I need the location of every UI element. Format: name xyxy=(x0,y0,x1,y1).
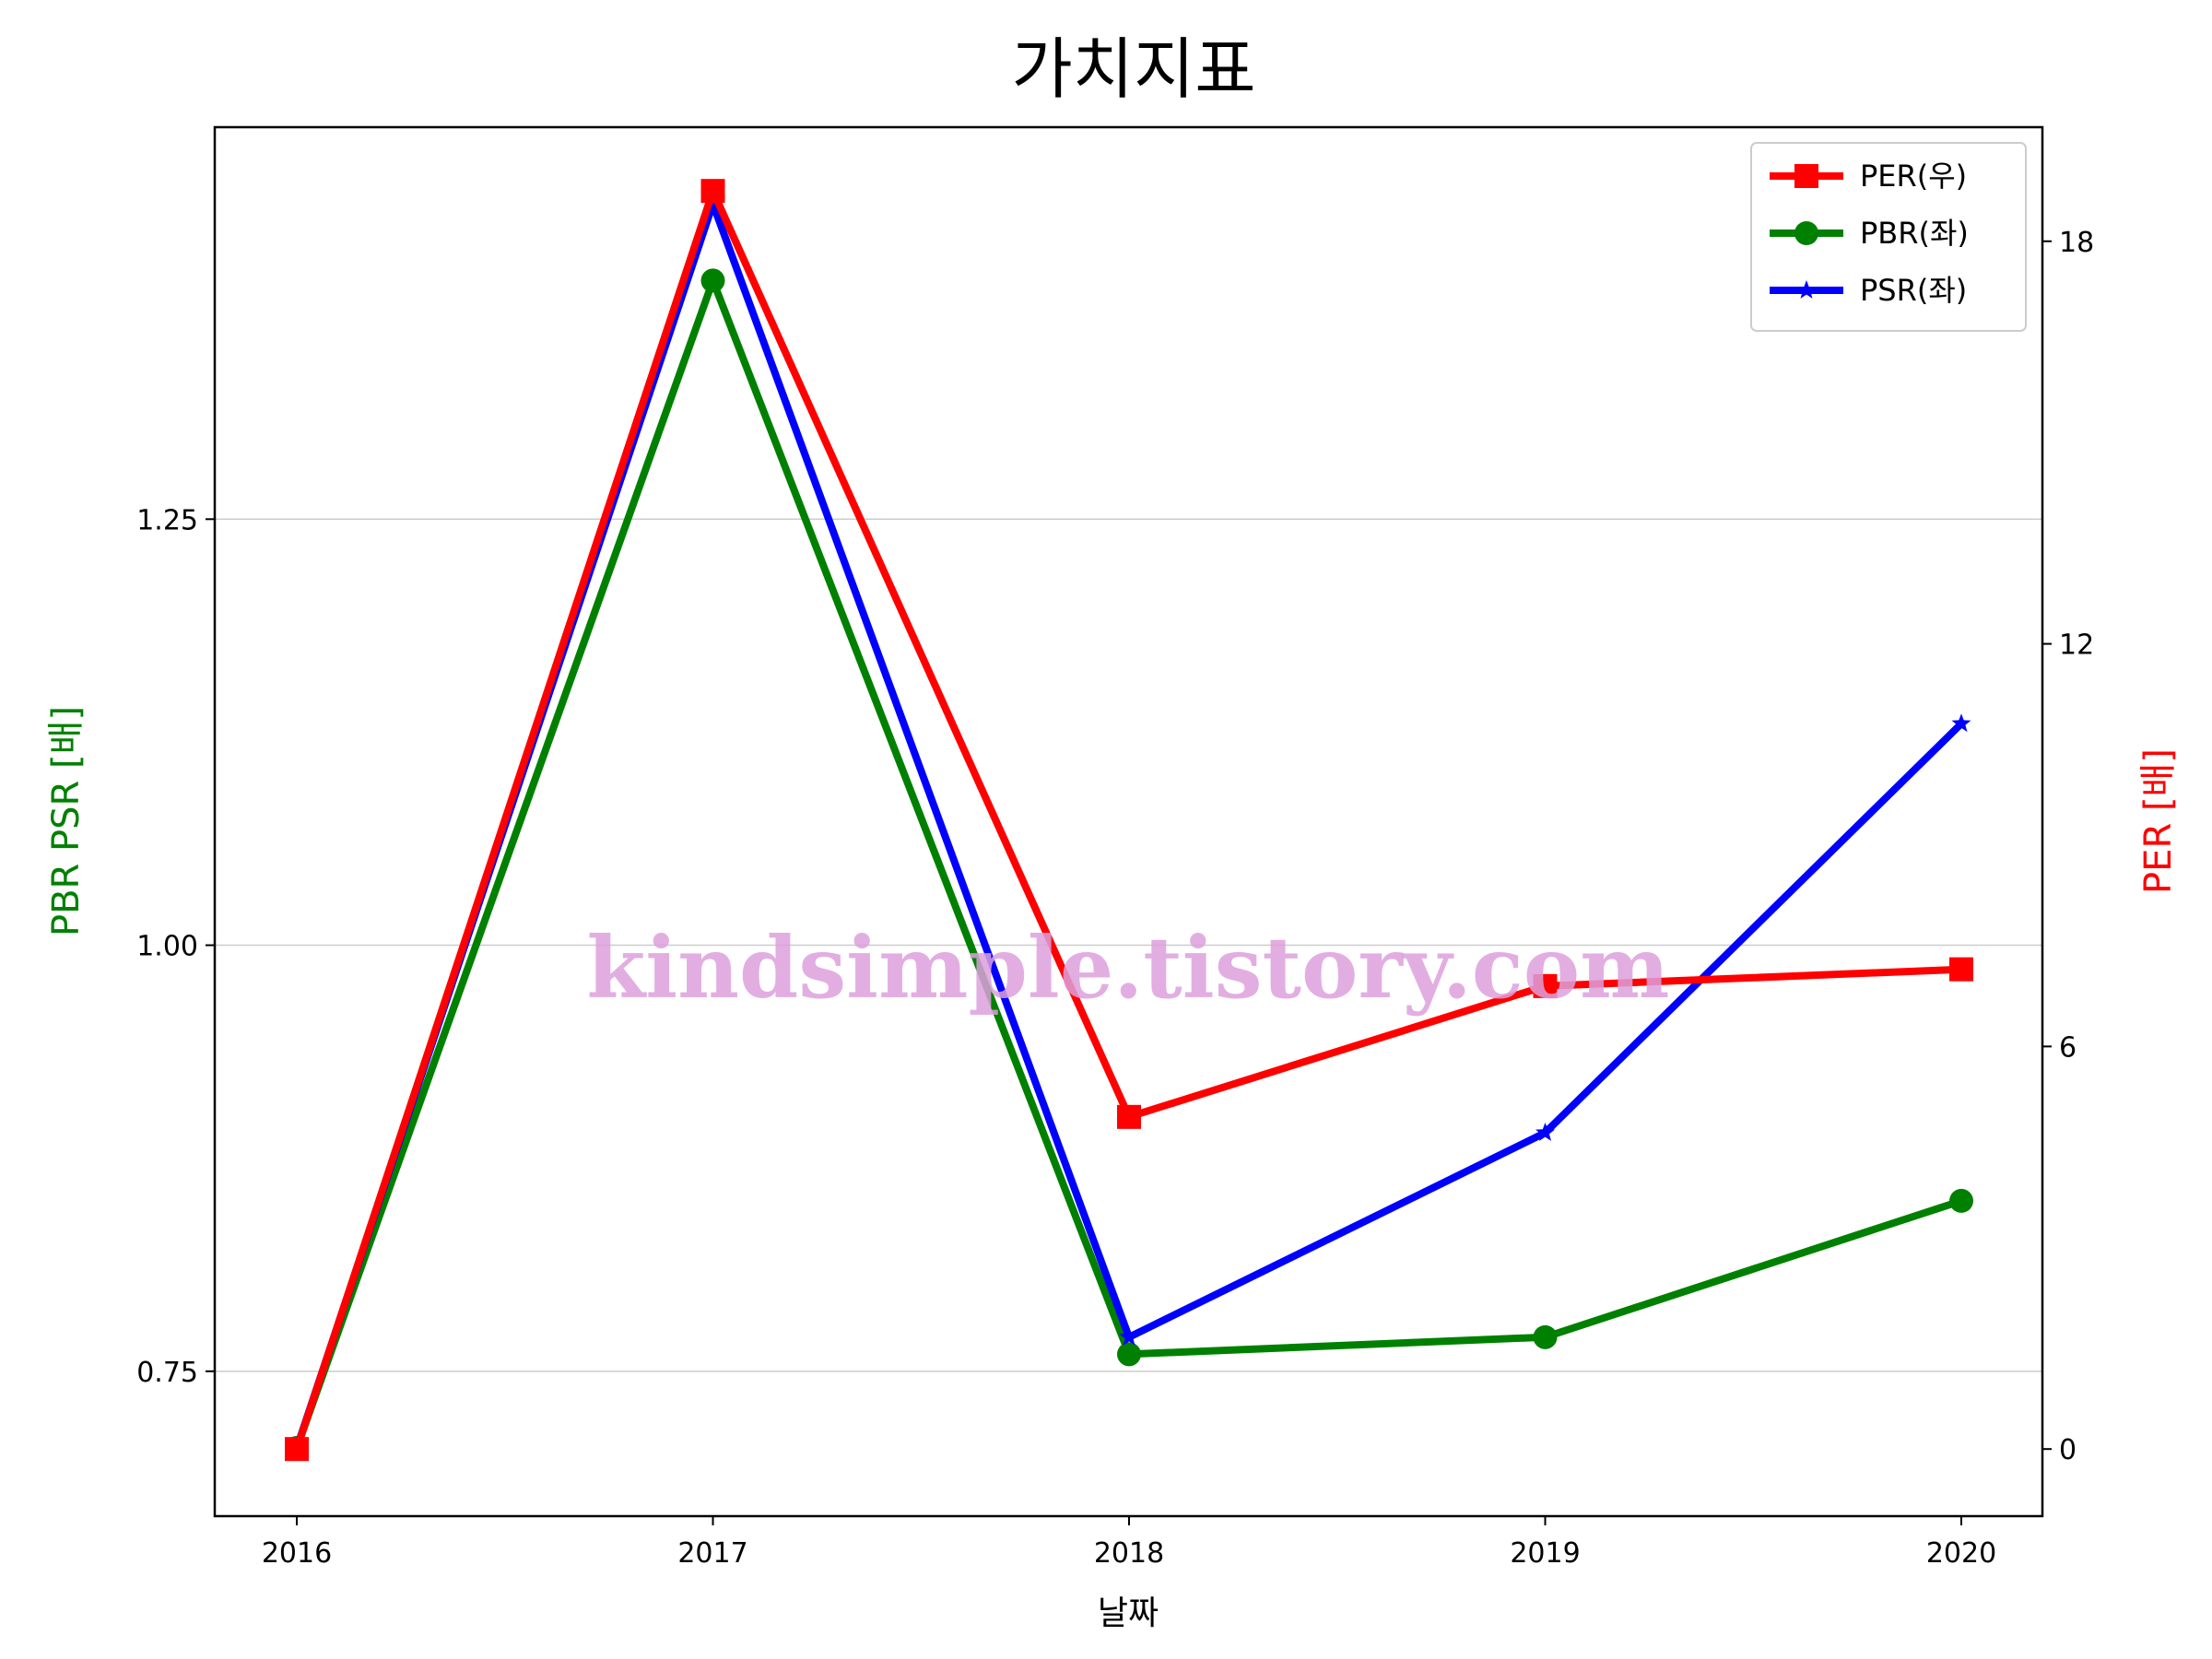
left-y-axis-label: PBR PSR [배] xyxy=(45,706,88,936)
left-tick-label: 0.75 xyxy=(136,1357,198,1389)
x-tick-label: 2016 xyxy=(262,1537,332,1570)
series-line-per xyxy=(293,181,1962,1451)
legend: PER(우) PBR(좌) PSR(좌) xyxy=(1750,142,2027,332)
legend-label-per: PER(우) xyxy=(1860,159,1967,194)
series-line-psr xyxy=(293,193,1964,1450)
right-tick-label: 6 xyxy=(2059,1031,2077,1064)
data-point-pbr xyxy=(1949,1188,1973,1213)
watermark-text: kindsimple.tistory.com xyxy=(586,918,1669,1018)
chart-title: 가치지표 xyxy=(1012,30,1256,108)
data-point-pbr xyxy=(1533,1324,1558,1349)
series-psr xyxy=(287,193,1971,1456)
x-tick-label: 2019 xyxy=(1510,1537,1580,1570)
data-point-per xyxy=(700,179,725,204)
series-pbr xyxy=(285,268,1973,1461)
data-point-psr xyxy=(1951,713,1971,733)
x-tick-label: 2018 xyxy=(1094,1537,1164,1570)
data-point-pbr xyxy=(700,268,725,293)
legend-box xyxy=(1750,142,2027,332)
series-per xyxy=(285,179,1973,1462)
data-point-psr xyxy=(1119,1326,1139,1346)
right-tick-label: 0 xyxy=(2059,1434,2077,1466)
data-point-per xyxy=(1949,957,1973,982)
right-tick-label: 12 xyxy=(2059,629,2094,662)
data-point-psr xyxy=(1535,1123,1555,1141)
x-tick-label: 2020 xyxy=(1926,1537,1996,1570)
data-point-per xyxy=(285,1437,309,1462)
right-y-axis-label: PER [배] xyxy=(2137,748,2180,894)
legend-marker-psr xyxy=(1796,280,1817,299)
legend-label-psr: PSR(좌) xyxy=(1860,273,1967,308)
data-point-pbr xyxy=(1117,1342,1141,1367)
legend-marker-pbr xyxy=(1794,221,1818,245)
right-tick-label: 18 xyxy=(2059,227,2094,259)
left-y-axis: 0.75 1.00 1.25 xyxy=(136,504,215,1389)
x-tick-label: 2017 xyxy=(677,1537,747,1570)
x-axis: 2016 2017 2018 2019 2020 xyxy=(262,1516,1996,1570)
data-point-per xyxy=(1117,1104,1141,1129)
legend-label-pbr: PBR(좌) xyxy=(1860,216,1969,251)
x-axis-label: 날짜 xyxy=(1098,1594,1159,1632)
data-point-per xyxy=(1533,973,1558,998)
series-line-pbr xyxy=(293,269,1963,1450)
right-y-axis: 0 6 12 18 xyxy=(2042,227,2094,1466)
series-layer xyxy=(285,179,1973,1462)
left-tick-label: 1.00 xyxy=(136,931,198,963)
legend-marker-per xyxy=(1794,164,1818,188)
plot-frame xyxy=(213,125,2044,1518)
left-tick-label: 1.25 xyxy=(136,504,198,536)
